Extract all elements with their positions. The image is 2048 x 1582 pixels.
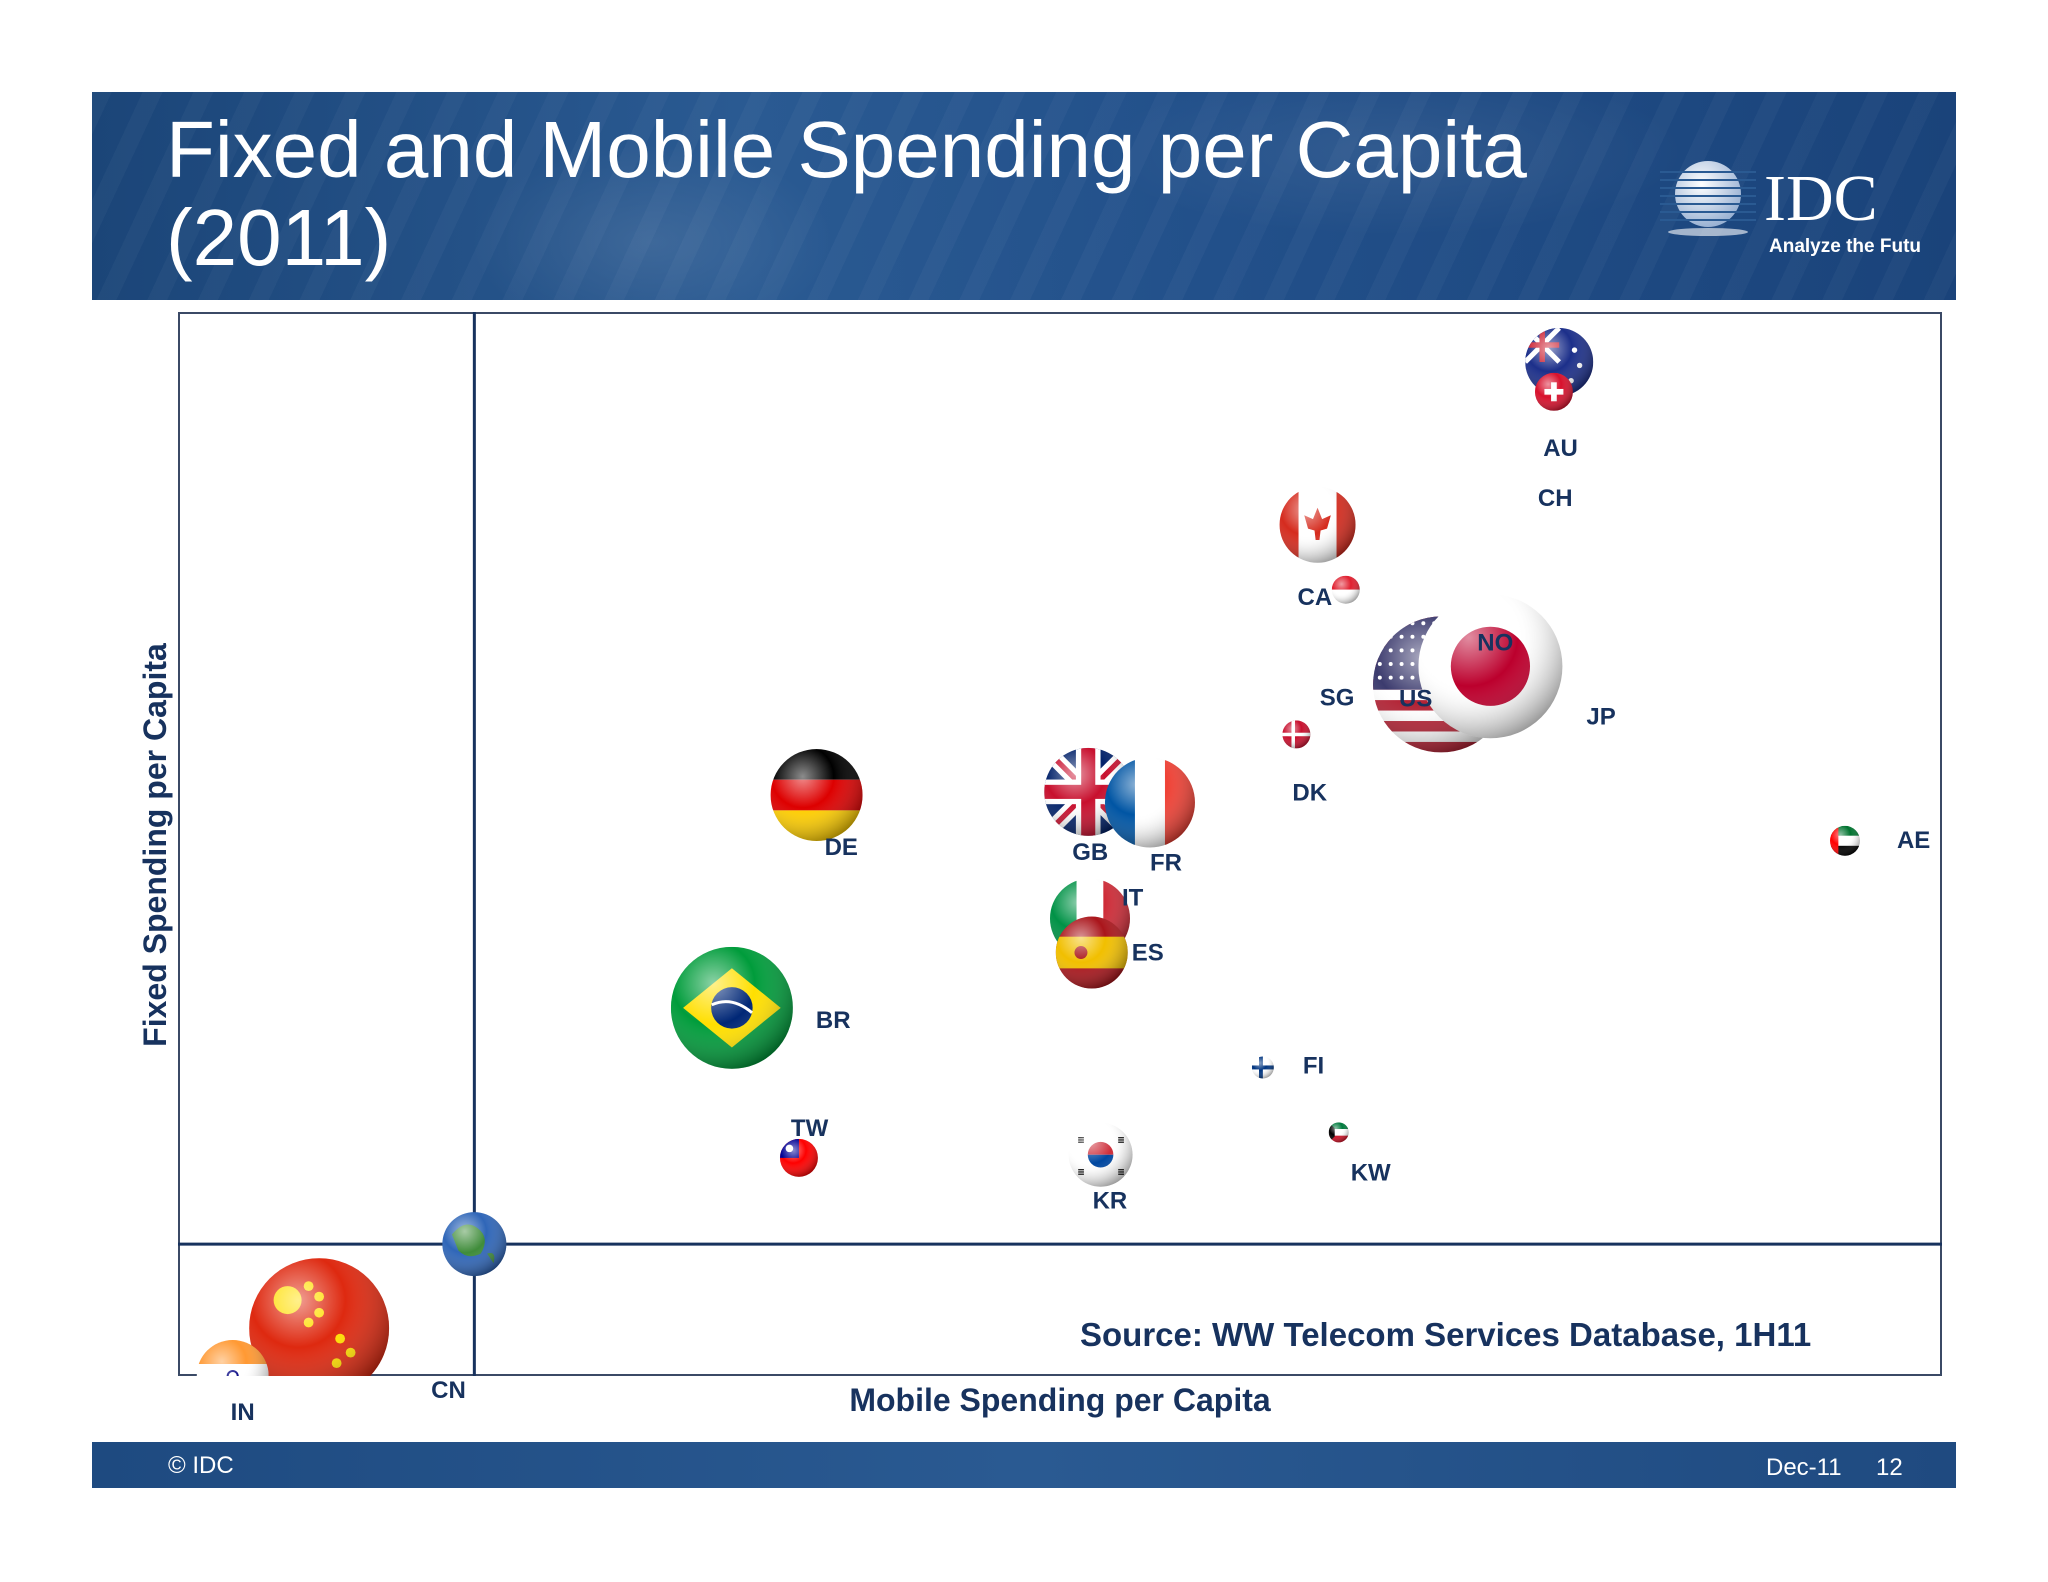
- label-us: US: [1399, 685, 1432, 712]
- idc-tagline: Analyze the Future: [1769, 236, 1920, 257]
- plot-frame: [178, 312, 1942, 1376]
- point-fi: [1251, 1056, 1274, 1079]
- footer-bar: © IDC Dec-11 12: [92, 1442, 1956, 1488]
- label-dk: DK: [1292, 779, 1327, 806]
- footer-date: Dec-11: [1766, 1454, 1842, 1481]
- source-note: Source: WW Telecom Services Database, 1H…: [1080, 1316, 1812, 1353]
- label-no: NO: [1477, 630, 1513, 657]
- point-de: [770, 749, 863, 842]
- label-ca: CA: [1298, 584, 1333, 611]
- label-de: DE: [825, 834, 858, 861]
- data-labels: AU CH CA SG NO US JP DK AE GB FR DE IT ES BR FI KW TW KR CN…: [231, 435, 1931, 1426]
- label-sg: SG: [1320, 685, 1355, 712]
- label-fi: FI: [1303, 1052, 1324, 1079]
- label-ch: CH: [1538, 485, 1573, 512]
- label-cn: CN: [431, 1377, 466, 1404]
- idc-brand: IDC: [1764, 162, 1878, 235]
- label-in: IN: [231, 1399, 255, 1426]
- point-ae: [1829, 825, 1860, 856]
- banner-texture: [92, 92, 1956, 300]
- label-tw: TW: [791, 1115, 829, 1142]
- point-ca: [1279, 486, 1356, 563]
- reference-lines: [178, 312, 1942, 1376]
- label-gb: GB: [1072, 839, 1108, 866]
- x-axis-label: Mobile Spending per Capita: [849, 1382, 1271, 1418]
- data-points: [196, 328, 1860, 1376]
- point-sg: [1331, 575, 1360, 604]
- label-es: ES: [1132, 940, 1164, 967]
- label-fr: FR: [1150, 850, 1182, 877]
- globe-icon: [442, 1212, 507, 1277]
- point-es: [1055, 916, 1128, 989]
- point-kr: [1068, 1122, 1133, 1187]
- label-kr: KR: [1093, 1188, 1128, 1215]
- label-kw: KW: [1351, 1159, 1391, 1186]
- point-jp: [1418, 594, 1563, 739]
- point-ch: [1534, 372, 1573, 411]
- scatter-chart: AU CH CA SG NO US JP DK AE GB FR DE IT ES BR FI KW TW KR CN…: [178, 312, 1942, 1426]
- label-ae: AE: [1897, 827, 1930, 854]
- label-au: AU: [1543, 435, 1578, 462]
- label-it: IT: [1122, 884, 1144, 911]
- label-jp: JP: [1586, 703, 1615, 730]
- idc-globe-icon: [1660, 161, 1756, 236]
- point-cn: [249, 1258, 390, 1376]
- y-axis-label: Fixed Spending per Capita: [137, 643, 173, 1047]
- footer-page-number: 12: [1876, 1454, 1903, 1481]
- idc-logo: IDC Analyze the Future: [1660, 161, 1920, 257]
- slide-title: Fixed and Mobile Spending per Capita (20…: [166, 105, 1527, 282]
- point-kw: [1328, 1122, 1349, 1143]
- point-br: [670, 946, 793, 1069]
- point-tw: [779, 1138, 818, 1177]
- point-fr: [1104, 757, 1195, 848]
- label-br: BR: [816, 1007, 851, 1034]
- point-dk: [1282, 720, 1311, 749]
- footer-copyright: © IDC: [168, 1452, 234, 1479]
- title-banner: Fixed and Mobile Spending per Capita (20…: [92, 92, 1956, 300]
